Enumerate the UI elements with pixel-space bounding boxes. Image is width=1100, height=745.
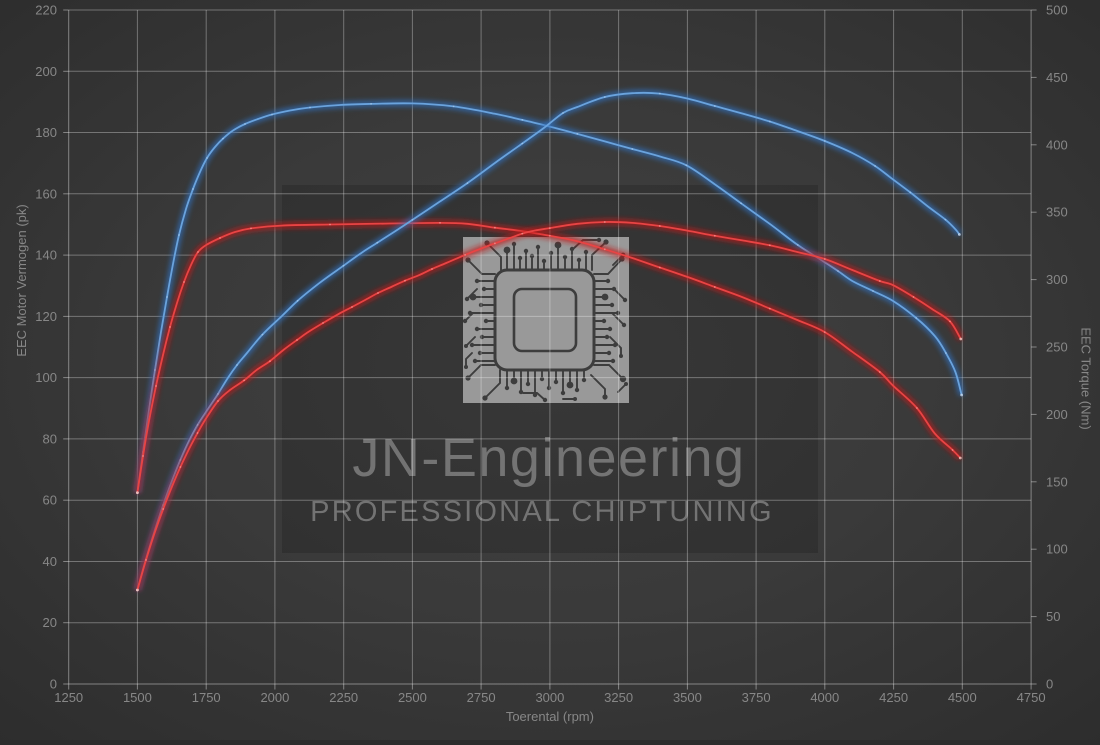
svg-text:4750: 4750 xyxy=(1017,690,1046,705)
svg-text:4500: 4500 xyxy=(948,690,977,705)
svg-text:60: 60 xyxy=(43,493,57,508)
svg-text:250: 250 xyxy=(1046,340,1068,355)
svg-text:20: 20 xyxy=(43,615,57,630)
svg-text:80: 80 xyxy=(43,431,57,446)
svg-text:JN-Engineering: JN-Engineering xyxy=(352,428,745,488)
svg-text:0: 0 xyxy=(1046,677,1053,692)
svg-text:120: 120 xyxy=(35,309,57,324)
svg-text:180: 180 xyxy=(35,125,57,140)
svg-text:100: 100 xyxy=(1046,542,1068,557)
svg-text:3250: 3250 xyxy=(604,690,633,705)
svg-text:1500: 1500 xyxy=(123,690,152,705)
svg-text:350: 350 xyxy=(1046,205,1068,220)
svg-text:2500: 2500 xyxy=(398,690,427,705)
svg-text:140: 140 xyxy=(35,248,57,263)
svg-text:160: 160 xyxy=(35,186,57,201)
svg-text:4250: 4250 xyxy=(879,690,908,705)
svg-text:40: 40 xyxy=(43,554,57,569)
svg-text:EEC Torque (Nm): EEC Torque (Nm) xyxy=(1079,327,1094,429)
svg-text:1250: 1250 xyxy=(54,690,83,705)
svg-text:4000: 4000 xyxy=(810,690,839,705)
svg-text:2000: 2000 xyxy=(260,690,289,705)
svg-text:150: 150 xyxy=(1046,474,1068,489)
svg-text:300: 300 xyxy=(1046,272,1068,287)
svg-text:2250: 2250 xyxy=(329,690,358,705)
svg-text:EEC Motor Vermogen (pk): EEC Motor Vermogen (pk) xyxy=(14,204,29,356)
svg-text:1750: 1750 xyxy=(192,690,221,705)
svg-text:3000: 3000 xyxy=(535,690,564,705)
svg-text:400: 400 xyxy=(1046,137,1068,152)
svg-text:2750: 2750 xyxy=(467,690,496,705)
svg-text:PROFESSIONAL CHIPTUNING: PROFESSIONAL CHIPTUNING xyxy=(310,496,774,528)
svg-text:Toerental (rpm): Toerental (rpm) xyxy=(506,709,594,724)
svg-text:220: 220 xyxy=(35,3,57,18)
svg-text:3750: 3750 xyxy=(742,690,771,705)
svg-text:450: 450 xyxy=(1046,70,1068,85)
svg-text:100: 100 xyxy=(35,370,57,385)
svg-text:200: 200 xyxy=(1046,407,1068,422)
svg-text:0: 0 xyxy=(50,677,57,692)
svg-text:50: 50 xyxy=(1046,609,1060,624)
svg-text:3500: 3500 xyxy=(673,690,702,705)
svg-text:500: 500 xyxy=(1046,3,1068,18)
svg-text:200: 200 xyxy=(35,64,57,79)
